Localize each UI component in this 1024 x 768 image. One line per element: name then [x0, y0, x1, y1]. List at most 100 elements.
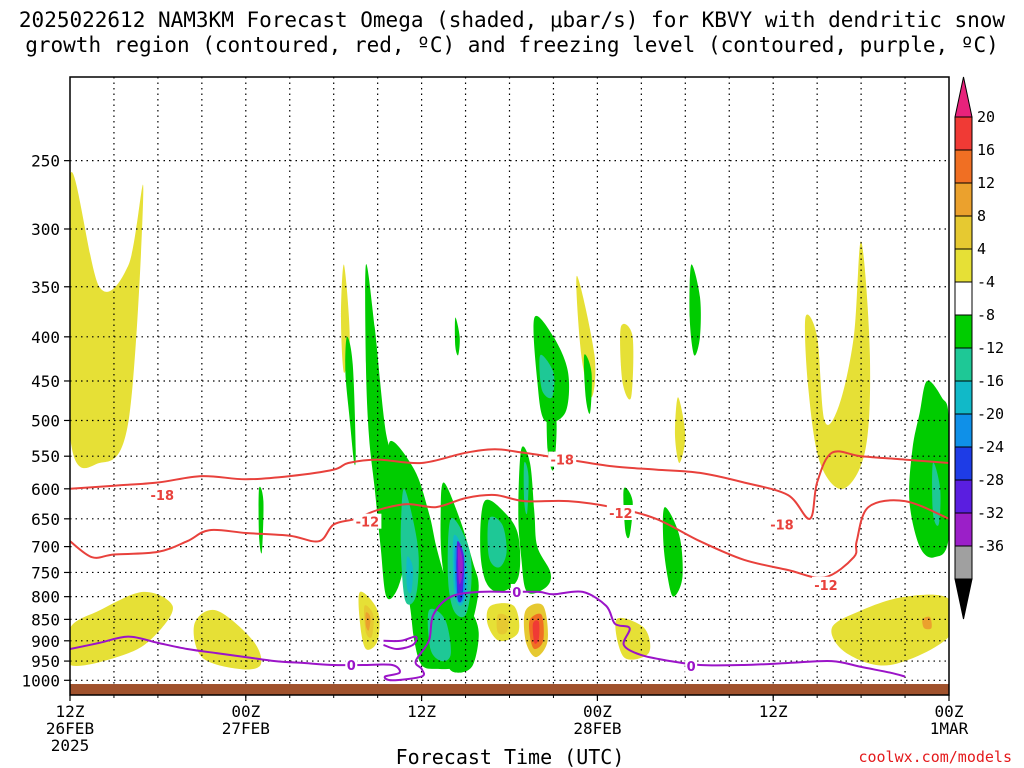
x-axis-label: Forecast Time (UTC) [396, 745, 625, 768]
y-tick-label-450: 450 [31, 372, 60, 391]
contour-label-7: 0 [512, 586, 521, 601]
contour-label-8: 0 [687, 660, 696, 675]
colorbar-label-8: -16 [977, 372, 1004, 390]
omega-region-21 [388, 440, 466, 670]
plot-frame [69, 76, 950, 696]
contour-line-0 [70, 448, 949, 520]
omega-region-30 [662, 507, 683, 597]
colorbar-swatch-9 [954, 380, 973, 415]
omega-region-0 [70, 172, 144, 469]
y-tick-label-250: 250 [31, 152, 60, 171]
omega-region-18 [922, 616, 932, 630]
x-tick-label-3-2: 28FEB [573, 719, 621, 738]
x-tick-label-3-1: 00Z [583, 702, 612, 721]
colorbar-label-3: 8 [977, 207, 986, 225]
contour-line-3 [70, 493, 949, 579]
colorbar-swatch-1 [954, 116, 973, 151]
x-tick-label-1-2: 27FEB [222, 719, 270, 738]
x-tick-label-0-3: 2025 [51, 736, 90, 755]
colorbar-swatch-8 [954, 347, 973, 382]
y-tick-label-500: 500 [31, 411, 60, 430]
terrain-surface [70, 684, 949, 695]
terrain-fill [70, 684, 949, 695]
colorbar-swatch-6 [954, 281, 973, 316]
omega-region-5 [620, 323, 634, 400]
colorbar-swatch-10 [954, 413, 973, 448]
y-tick-label-350: 350 [31, 278, 60, 297]
colorbar-swatch-7 [954, 314, 973, 349]
x-tick-label-0-1: 12Z [56, 702, 85, 721]
colorbar-swatch-11 [954, 446, 973, 481]
y-tick-label-550: 550 [31, 447, 60, 466]
omega-region-6 [674, 397, 686, 463]
temperature-contours: -18 -18 -18 -12 -12 -12 0 0 0 [70, 448, 949, 682]
colorbar-swatch-12 [954, 479, 973, 514]
colorbar: 20 16 12 8 4 -4 -8 -12 -16 -20 -24 -28 -32 -36 [954, 76, 1004, 620]
y-tick-label-750: 750 [31, 563, 60, 582]
contour-label-bg-5 [811, 576, 840, 592]
y-tick-label-600: 600 [31, 480, 60, 499]
contour-label-1: -18 [550, 454, 574, 469]
y-tick-label-800: 800 [31, 588, 60, 607]
contour-label-2: -18 [770, 519, 794, 534]
contour-label-4: -12 [609, 507, 633, 522]
omega-region-38 [487, 516, 507, 568]
omega-region-34 [345, 336, 356, 466]
contour-label-bg-3 [353, 513, 382, 529]
x-tick-label-4-1: 12Z [759, 702, 788, 721]
omega-region-35 [400, 488, 419, 605]
y-tick-label-950: 950 [31, 652, 60, 671]
omega-region-8 [831, 594, 949, 666]
colorbar-label-11: -28 [977, 471, 1004, 489]
y-tick-label-700: 700 [31, 538, 60, 557]
y-tick-label-650: 650 [31, 510, 60, 529]
omega-shading [70, 172, 949, 673]
y-tick-label-300: 300 [31, 220, 60, 239]
omega-region-26 [447, 604, 479, 673]
omega-region-13 [365, 612, 371, 631]
colorbar-label-2: 12 [977, 174, 995, 192]
colorbar-swatch-4 [954, 215, 973, 250]
x-tick-label-0-2: 26FEB [46, 719, 94, 738]
contour-label-bg-7 [510, 583, 523, 599]
omega-region-17 [496, 613, 509, 635]
colorbar-swatch-2 [954, 149, 973, 184]
contour-label-bg-8 [685, 657, 698, 673]
omega-region-7 [804, 241, 871, 490]
contour-label-bg-4 [606, 505, 635, 521]
y-axis-ticks: 250 300 350 400 450 500 550 600 650 700 750 800 850 9… [21, 152, 70, 690]
omega-region-39 [539, 354, 555, 399]
x-tick-label-5-2: 1MAR [930, 719, 969, 738]
colorbar-label-13: -36 [977, 537, 1004, 555]
contour-label-5: -12 [814, 579, 838, 594]
y-tick-label-900: 900 [31, 632, 60, 651]
colorbar-label-4: 4 [977, 240, 986, 258]
chart-title-line1: 2025022612 NAM3KM Forecast Omega (shaded… [19, 8, 1006, 32]
colorbar-bottom-arrow [954, 578, 973, 620]
chart-title-line2: growth region (contoured, red, ºC) and f… [25, 33, 999, 57]
contour-label-bg-2 [767, 516, 796, 532]
y-tick-label-400: 400 [31, 328, 60, 347]
omega-region-28 [583, 354, 592, 414]
omega-region-4 [576, 275, 596, 398]
contour-label-bg-1 [548, 451, 577, 467]
y-tick-label-850: 850 [31, 610, 60, 629]
colorbar-swatch-13 [954, 512, 973, 547]
colorbar-label-1: 16 [977, 141, 995, 159]
x-tick-label-2-1: 12Z [407, 702, 436, 721]
colorbar-label-7: -12 [977, 339, 1004, 357]
contour-label-0: -18 [151, 489, 175, 504]
colorbar-top-arrow [954, 76, 973, 118]
omega-region-19 [258, 486, 264, 554]
colorbar-label-0: 20 [977, 108, 995, 126]
x-tick-label-5-1: 00Z [935, 702, 964, 721]
omega-region-40 [932, 462, 941, 526]
omega-region-2 [193, 609, 262, 670]
colorbar-label-10: -24 [977, 438, 1004, 456]
colorbar-label-5: -4 [977, 273, 995, 291]
contour-line-9 [383, 635, 418, 651]
colorbar-swatch-3 [954, 182, 973, 217]
colorbar-label-6: -8 [977, 306, 995, 324]
